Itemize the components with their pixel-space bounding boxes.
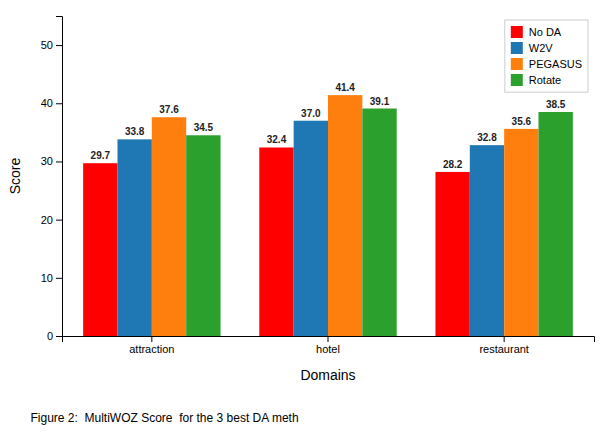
legend-item: Rotate xyxy=(511,74,561,86)
tick-label: hotel xyxy=(316,343,340,355)
bar xyxy=(470,145,504,336)
tick: 50 xyxy=(41,39,62,51)
data-labels: 29.7 32.4 28.2 33.8 37.0 32.8 37.6 41.4 35.6 34.5… xyxy=(91,82,566,170)
data-label: 38.5 xyxy=(546,99,566,110)
tick-mark xyxy=(328,336,329,342)
data-label: 34.5 xyxy=(194,122,214,133)
tick-label: 0 xyxy=(47,330,53,342)
tick: hotel xyxy=(316,336,340,355)
legend-label: Rotate xyxy=(529,74,561,86)
x-axis-title: Domains xyxy=(300,367,355,383)
bar xyxy=(328,95,362,336)
bar xyxy=(362,109,396,336)
data-label: 37.0 xyxy=(301,108,321,119)
tick-label: 40 xyxy=(41,97,53,109)
bar xyxy=(186,135,220,336)
tick-mark xyxy=(56,336,62,337)
tick-label: restaurant xyxy=(479,343,529,355)
tick: 40 xyxy=(41,97,62,109)
y-axis-title: Score xyxy=(7,158,23,195)
bar xyxy=(83,163,117,336)
tick-mark xyxy=(56,278,62,279)
tick: 0 xyxy=(47,330,62,342)
tick-mark xyxy=(56,45,62,46)
x-axis: attraction hotel restaurant xyxy=(63,336,595,355)
bar xyxy=(294,121,328,336)
tick-label: 10 xyxy=(41,272,53,284)
legend: No DA W2V PEGASUS Rotate xyxy=(505,20,588,92)
bar xyxy=(435,172,469,336)
legend-swatch xyxy=(511,26,523,38)
tick: 20 xyxy=(41,214,62,226)
legend-swatch xyxy=(511,74,523,86)
legend-box xyxy=(505,20,588,92)
bar xyxy=(539,112,573,336)
chart: 29.7 32.4 28.2 33.8 37.0 32.8 37.6 41.4 35.6 34.5… xyxy=(0,0,610,436)
bar xyxy=(504,129,538,336)
plot: 29.7 32.4 28.2 33.8 37.0 32.8 37.6 41.4 35.6 34.5… xyxy=(7,17,595,384)
caption: Figure 2: MultiWOZ Score for the 3 best … xyxy=(31,411,299,425)
legend-item: W2V xyxy=(511,42,554,54)
data-label: 32.4 xyxy=(267,134,287,145)
tick-mark xyxy=(504,336,505,342)
tick: restaurant xyxy=(479,336,529,355)
tick-mark xyxy=(56,103,62,104)
data-label: 35.6 xyxy=(512,116,532,127)
legend-label: No DA xyxy=(529,26,562,38)
legend-label: W2V xyxy=(529,42,554,54)
data-label: 32.8 xyxy=(477,132,497,143)
legend-item: PEGASUS xyxy=(511,58,582,70)
data-label: 41.4 xyxy=(335,82,355,93)
bar xyxy=(259,147,293,336)
data-label: 39.1 xyxy=(370,96,390,107)
axis-line xyxy=(56,17,63,337)
legend-item: No DA xyxy=(511,26,562,38)
tick-label: 20 xyxy=(41,214,53,226)
tick: 30 xyxy=(41,155,62,167)
data-label: 33.8 xyxy=(125,126,145,137)
tick-label: 50 xyxy=(41,39,53,51)
legend-label: PEGASUS xyxy=(529,58,582,70)
tick-mark xyxy=(56,220,62,221)
tick-mark xyxy=(151,336,152,342)
tick-label: attraction xyxy=(129,343,174,355)
tick-mark xyxy=(56,161,62,162)
axis-line xyxy=(63,337,595,343)
legend-swatch xyxy=(511,58,523,70)
bar xyxy=(117,139,151,336)
y-axis: 0 10 20 30 40 50 xyxy=(41,17,63,343)
bars xyxy=(83,95,573,336)
bar xyxy=(152,117,186,336)
tick: attraction xyxy=(129,336,174,355)
data-label: 37.6 xyxy=(159,104,179,115)
tick: 10 xyxy=(41,272,62,284)
data-label: 28.2 xyxy=(443,159,463,170)
data-label: 29.7 xyxy=(91,150,111,161)
legend-swatch xyxy=(511,42,523,54)
tick-label: 30 xyxy=(41,155,53,167)
